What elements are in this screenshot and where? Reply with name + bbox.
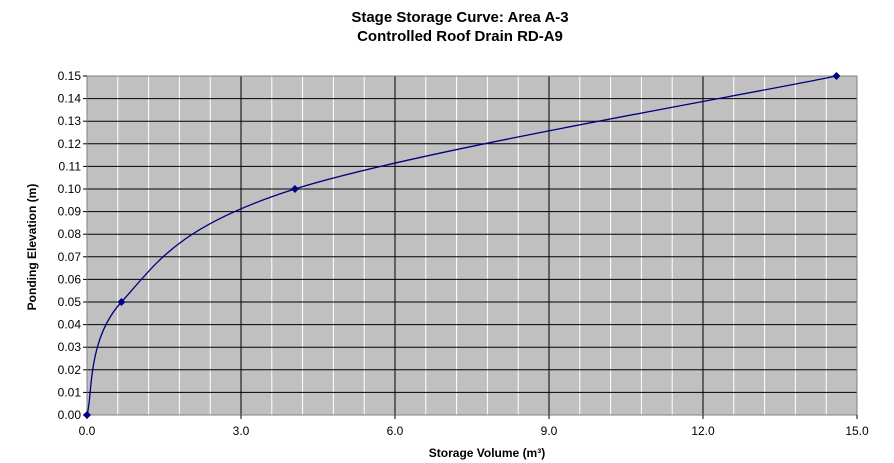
y-tick-label: 0.09 <box>58 205 82 219</box>
plot-frame <box>86 75 858 416</box>
data-point-marker <box>117 298 126 306</box>
y-tick-label: 0.03 <box>58 340 82 354</box>
plot-background <box>87 76 857 415</box>
series-layer <box>83 72 841 419</box>
minor-grid <box>117 76 827 415</box>
x-tick-label: 6.0 <box>387 424 404 438</box>
x-tick-label: 3.0 <box>233 424 250 438</box>
major-grid <box>87 76 857 415</box>
y-tick-label: 0.13 <box>58 114 82 128</box>
x-axis-ticks: 0.0 3.0 6.0 9.0 12.0 15.0 <box>79 415 869 438</box>
x-tick-label: 9.0 <box>541 424 558 438</box>
y-axis-label: Ponding Elevation (m) <box>25 184 39 311</box>
y-tick-label: 0.02 <box>58 363 82 377</box>
data-point-marker <box>290 185 299 193</box>
chart-title-line-2: Controlled Roof Drain RD-A9 <box>357 28 563 45</box>
x-tick-label: 15.0 <box>845 424 869 438</box>
y-tick-label: 0.08 <box>58 227 82 241</box>
y-tick-label: 0.12 <box>58 137 82 151</box>
x-tick-label: 12.0 <box>691 424 715 438</box>
y-tick-label: 0.14 <box>58 92 82 106</box>
data-point-marker <box>832 72 841 80</box>
y-tick-label: 0.05 <box>58 295 82 309</box>
y-tick-label: 0.11 <box>59 159 82 173</box>
y-axis-ticks: 0.00 0.01 0.02 0.03 0.04 0.05 0.06 0.07 0.08 0.09… <box>58 69 87 422</box>
plot-area <box>86 75 858 416</box>
x-tick-label: 0.0 <box>79 424 96 438</box>
series-line <box>86 75 837 416</box>
chart-title-line-1: Stage Storage Curve: Area A-3 <box>351 9 568 26</box>
data-point-marker <box>83 411 91 419</box>
y-tick-label: 0.15 <box>58 69 82 83</box>
y-tick-label: 0.00 <box>58 408 82 422</box>
y-tick-label: 0.10 <box>58 182 82 196</box>
y-tick-label: 0.04 <box>58 318 82 332</box>
y-tick-label: 0.07 <box>58 250 82 264</box>
y-tick-label: 0.06 <box>58 272 82 286</box>
y-tick-label: 0.01 <box>58 385 82 399</box>
x-axis-label: Storage Volume (m³) <box>429 446 545 460</box>
